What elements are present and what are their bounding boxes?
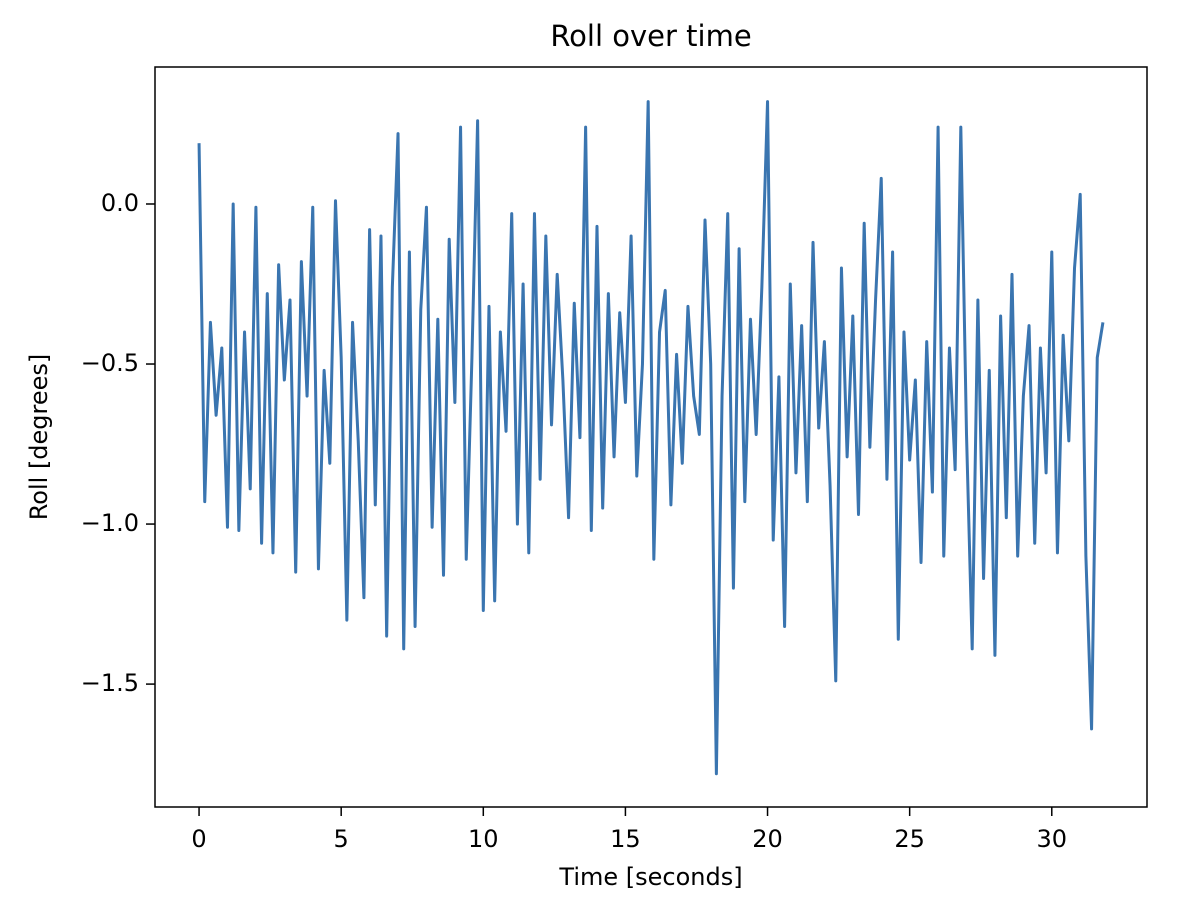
x-tick-label: 10 (468, 825, 499, 853)
y-tick-label: −1.0 (81, 509, 139, 537)
chart-title: Roll over time (550, 19, 751, 53)
data-line (197, 100, 1105, 776)
x-axis-label: Time [seconds] (558, 863, 742, 891)
axes-frame (154, 66, 1148, 808)
x-tick-label: 20 (752, 825, 783, 853)
x-tick-label: 30 (1037, 825, 1068, 853)
x-tick-label: 25 (894, 825, 925, 853)
x-tick-label: 15 (610, 825, 641, 853)
x-tick-label: 5 (334, 825, 349, 853)
y-axis-label: Roll [degrees] (25, 354, 53, 521)
y-tick-label: 0.0 (101, 189, 139, 217)
y-tick-label: −1.5 (81, 669, 139, 697)
y-tick-label: −0.5 (81, 349, 139, 377)
x-tick-label: 0 (191, 825, 206, 853)
